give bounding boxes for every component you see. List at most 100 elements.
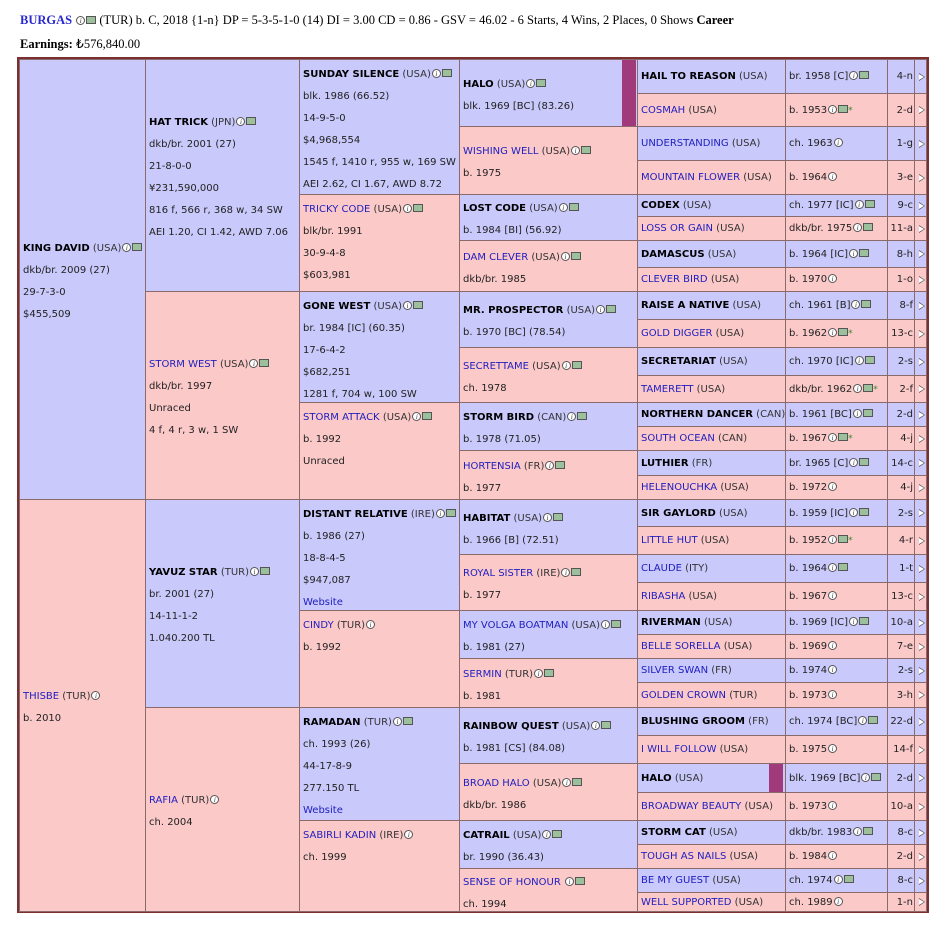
- expand-arrow-button[interactable]: [914, 475, 927, 500]
- image-icon[interactable]: [577, 412, 588, 420]
- info-icon[interactable]: i: [392, 717, 402, 726]
- expand-arrow-button[interactable]: [914, 707, 927, 736]
- info-icon[interactable]: i: [571, 146, 581, 155]
- horse-name-link[interactable]: STORM BIRD: [463, 412, 535, 423]
- image-icon[interactable]: [445, 509, 456, 517]
- info-icon[interactable]: i: [558, 203, 568, 212]
- image-icon[interactable]: [132, 243, 143, 251]
- gen5-horse-name[interactable]: SILVER SWAN (FR): [641, 665, 732, 677]
- expand-arrow-button[interactable]: [914, 682, 927, 708]
- horse-name-link[interactable]: THISBE: [23, 691, 60, 702]
- info-icon[interactable]: i: [526, 78, 536, 88]
- gen5-horse-name[interactable]: LITTLE HUT (USA): [641, 535, 729, 547]
- gen4-horse-name[interactable]: MY VOLGA BOATMAN (USA) i: [463, 615, 635, 637]
- expand-arrow-button[interactable]: [914, 499, 927, 527]
- info-icon[interactable]: i: [545, 460, 555, 470]
- expand-arrow-button[interactable]: [914, 634, 927, 659]
- gen4-horse-name[interactable]: SECRETTAME (USA) i: [463, 356, 635, 378]
- horse-name-link[interactable]: BROAD HALO: [463, 777, 530, 789]
- image-icon[interactable]: [581, 146, 592, 154]
- expand-arrow-button[interactable]: [914, 868, 927, 893]
- image-icon[interactable]: [863, 827, 874, 835]
- info-icon[interactable]: i: [542, 512, 552, 522]
- horse-name-link[interactable]: STORM ATTACK: [303, 412, 380, 423]
- info-icon[interactable]: i: [596, 305, 606, 314]
- horse-name-link[interactable]: RAMADAN: [303, 717, 361, 728]
- horse-name-link[interactable]: STORM CAT: [641, 827, 706, 838]
- gen5-horse-name[interactable]: RIVERMAN (USA): [641, 617, 732, 629]
- horse-name-link[interactable]: MR. PROSPECTOR: [463, 305, 564, 316]
- info-icon[interactable]: i: [76, 16, 86, 25]
- image-icon[interactable]: [838, 328, 849, 336]
- image-icon[interactable]: [86, 16, 97, 24]
- gen5-horse-name[interactable]: BE MY GUEST (USA): [641, 875, 741, 887]
- horse-name-link[interactable]: SUNDAY SILENCE: [303, 69, 400, 80]
- info-icon[interactable]: i: [250, 567, 259, 576]
- horse-name-link[interactable]: TRICKY CODE: [303, 204, 371, 215]
- expand-arrow-button[interactable]: [914, 658, 927, 683]
- info-icon[interactable]: i: [366, 620, 376, 629]
- gen5-horse-name[interactable]: TOUGH AS NAILS (USA): [641, 851, 758, 863]
- image-icon[interactable]: [838, 433, 849, 441]
- info-icon[interactable]: i: [600, 620, 610, 629]
- gen5-horse-name[interactable]: HELENOUCHKA (USA): [641, 482, 749, 494]
- expand-arrow-button[interactable]: [914, 582, 927, 611]
- image-icon[interactable]: [601, 721, 612, 729]
- gen4-horse-name[interactable]: WISHING WELL (USA) i: [463, 141, 635, 163]
- info-icon[interactable]: i: [560, 251, 570, 261]
- horse-name-link[interactable]: DAM CLEVER: [463, 251, 529, 263]
- expand-arrow-button[interactable]: [914, 735, 927, 764]
- info-icon[interactable]: i: [828, 744, 838, 753]
- gen4-horse-name[interactable]: DAM CLEVER (USA) i: [463, 247, 635, 269]
- gen5-horse-name[interactable]: I WILL FOLLOW (USA): [641, 744, 748, 756]
- info-icon[interactable]: i: [849, 617, 859, 626]
- info-icon[interactable]: i: [828, 801, 838, 810]
- gen4-horse-name[interactable]: STORM BIRD (CAN) i: [463, 407, 635, 429]
- info-icon[interactable]: i: [403, 204, 413, 213]
- info-icon[interactable]: i: [833, 896, 843, 906]
- image-icon[interactable]: [606, 305, 617, 313]
- gen4-horse-name[interactable]: HABITAT (USA) i: [463, 508, 635, 530]
- horse-name-link[interactable]: CODEX: [641, 200, 680, 211]
- expand-arrow-button[interactable]: [914, 375, 927, 403]
- horse-name-link[interactable]: SIR GAYLORD: [641, 507, 716, 519]
- gen5-horse-name[interactable]: BROADWAY BEAUTY (USA): [641, 801, 773, 813]
- expand-arrow-button[interactable]: [914, 267, 927, 292]
- image-icon[interactable]: [441, 69, 452, 77]
- horse-name-link[interactable]: UNDERSTANDING: [641, 138, 729, 149]
- horse-name-link[interactable]: CINDY: [303, 620, 334, 631]
- info-icon[interactable]: i: [404, 830, 414, 839]
- horse-name-link[interactable]: HALO: [463, 78, 494, 90]
- info-icon[interactable]: i: [851, 300, 861, 309]
- image-icon[interactable]: [570, 251, 581, 260]
- horse-name-link[interactable]: SILVER SWAN: [641, 665, 709, 676]
- info-icon[interactable]: i: [828, 689, 838, 699]
- info-icon[interactable]: i: [833, 875, 843, 884]
- info-icon[interactable]: i: [122, 243, 132, 252]
- horse-name-link[interactable]: MY VOLGA BOATMAN: [463, 620, 569, 631]
- horse-name-link[interactable]: BURGAS: [20, 13, 73, 27]
- image-icon[interactable]: [838, 535, 849, 543]
- horse-name-link[interactable]: KING DAVID: [23, 243, 90, 254]
- image-icon[interactable]: [260, 567, 270, 575]
- horse-name-link[interactable]: WISHING WELL: [463, 146, 539, 157]
- info-icon[interactable]: i: [412, 412, 422, 421]
- horse-name-link[interactable]: TAMERETT: [641, 383, 694, 395]
- gen2-horse-name[interactable]: YAVUZ STAR (TUR) i: [149, 562, 297, 584]
- gen2-horse-name[interactable]: RAFIA (TUR) i: [149, 790, 297, 812]
- horse-name-link[interactable]: YAVUZ STAR: [149, 567, 218, 578]
- expand-arrow-button[interactable]: [914, 820, 927, 845]
- info-icon[interactable]: i: [562, 777, 572, 787]
- image-icon[interactable]: [413, 204, 424, 212]
- info-icon[interactable]: i: [91, 691, 101, 700]
- gen4-horse-name[interactable]: LOST CODE (USA) i: [463, 198, 635, 220]
- expand-arrow-button[interactable]: [914, 240, 927, 268]
- expand-arrow-button[interactable]: [914, 402, 927, 427]
- horse-name-link[interactable]: WELL SUPPORTED: [641, 896, 732, 908]
- gen3-horse-name[interactable]: DISTANT RELATIVE (IRE) i: [303, 504, 457, 526]
- image-icon[interactable]: [552, 512, 563, 521]
- gen5-horse-name[interactable]: UNDERSTANDING (USA): [641, 138, 760, 150]
- horse-name-link[interactable]: MOUNTAIN FLOWER: [641, 172, 741, 183]
- info-icon[interactable]: i: [435, 509, 445, 518]
- image-icon[interactable]: [859, 457, 870, 466]
